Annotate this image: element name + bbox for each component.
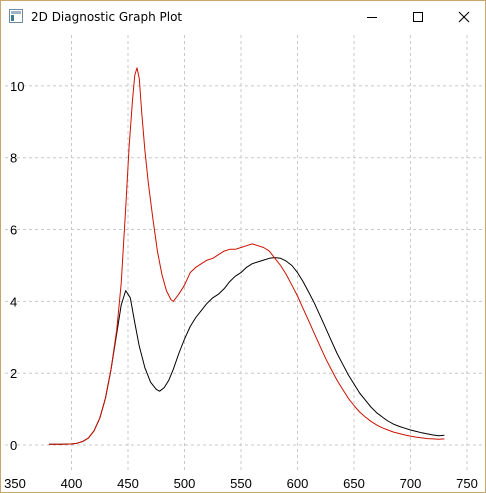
x-tick-label: 400 <box>61 476 83 491</box>
series-line-1 <box>48 257 445 445</box>
series-layer <box>48 67 445 445</box>
y-tick-labels: 0 2 4 6 8 10 <box>10 79 24 453</box>
app-graph-icon <box>9 9 23 23</box>
title-bar[interactable]: 2D Diagnostic Graph Plot <box>1 1 485 32</box>
series-line-2 <box>48 67 445 445</box>
y-tick-label: 6 <box>10 223 17 238</box>
x-tick-labels: 350 400 450 500 550 600 650 700 750 <box>4 476 478 491</box>
x-tick-label: 600 <box>287 476 309 491</box>
maximize-button[interactable] <box>395 1 441 32</box>
x-tick-label: 450 <box>117 476 139 491</box>
y-tick-label: 4 <box>10 294 17 309</box>
y-tick-label: 2 <box>10 366 17 381</box>
x-tick-label: 550 <box>230 476 252 491</box>
y-tick-label: 8 <box>10 151 17 166</box>
window-title: 2D Diagnostic Graph Plot <box>31 10 183 24</box>
y-tick-label: 10 <box>10 79 24 94</box>
x-tick-label: 700 <box>400 476 422 491</box>
x-tick-label: 650 <box>343 476 365 491</box>
x-tick-label: 750 <box>456 476 478 491</box>
y-tick-label: 0 <box>10 438 17 453</box>
minimize-icon <box>367 16 377 18</box>
close-button[interactable] <box>441 1 486 32</box>
close-icon <box>458 11 470 22</box>
maximize-icon <box>413 11 423 22</box>
minimize-button[interactable] <box>349 1 395 32</box>
grid-layer <box>5 35 483 471</box>
x-tick-label: 500 <box>174 476 196 491</box>
x-tick-label: 350 <box>4 476 26 491</box>
